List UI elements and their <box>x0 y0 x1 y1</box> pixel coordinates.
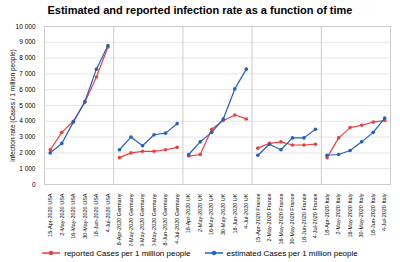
svg-text:2-May-2020 France: 2-May-2020 France <box>266 194 272 242</box>
svg-text:4-Jul-2020 USA: 4-Jul-2020 USA <box>105 193 111 232</box>
svg-text:9 000: 9 000 <box>19 38 36 45</box>
svg-text:2-May-2020 Germany: 2-May-2020 Germany <box>128 193 134 246</box>
svg-text:30-May-2020 Germany: 30-May-2020 Germany <box>151 193 157 246</box>
svg-text:2-May-2020 UK: 2-May-2020 UK <box>197 193 203 232</box>
svg-text:16-May-2020 France: 16-May-2020 France <box>278 194 284 245</box>
svg-text:30-May-2020 UK: 30-May-2020 UK <box>220 193 226 235</box>
svg-text:16-May-2020 Germany: 16-May-2020 Germany <box>139 193 145 246</box>
svg-text:10 000: 10 000 <box>16 23 36 30</box>
svg-text:2-May-2020 Italy: 2-May-2020 Italy <box>335 193 341 234</box>
svg-text:18-Jun-2020 USA: 18-Jun-2020 USA <box>93 193 99 237</box>
svg-text:30-May-2020 Italy: 30-May-2020 Italy <box>358 193 364 237</box>
svg-text:16-May-2020 USA: 16-May-2020 USA <box>70 193 76 239</box>
svg-text:16-May-2020 UK: 16-May-2020 UK <box>208 193 214 235</box>
svg-text:infection rate (Cases / 1 mill: infection rate (Cases / 1 million people… <box>9 49 17 161</box>
svg-text:1 000: 1 000 <box>19 165 36 172</box>
svg-text:7 000: 7 000 <box>19 70 36 77</box>
svg-text:5 000: 5 000 <box>19 102 36 109</box>
svg-text:30-May-2020 USA: 30-May-2020 USA <box>82 193 88 239</box>
svg-text:3 000: 3 000 <box>19 133 36 140</box>
svg-text:30-May-2020 France: 30-May-2020 France <box>289 194 295 245</box>
svg-text:4-Jul-2020 Germany: 4-Jul-2020 Germany <box>174 193 180 243</box>
svg-text:6 000: 6 000 <box>19 86 36 93</box>
svg-text:18-Jun-2020 Italy: 18-Jun-2020 Italy <box>370 193 376 236</box>
svg-text:15-Apr-2020 USA: 15-Apr-2020 USA <box>47 193 53 237</box>
svg-text:18-Apr-2020 Germany: 18-Apr-2020 Germany <box>116 193 122 246</box>
svg-text:18-Apr-2020 Italy: 18-Apr-2020 Italy <box>324 193 330 235</box>
svg-text:8 000: 8 000 <box>19 54 36 61</box>
svg-text:2 000: 2 000 <box>19 149 36 156</box>
svg-text:16-May-2020 Italy: 16-May-2020 Italy <box>347 193 353 237</box>
svg-text:18-Apr-2020 UK: 18-Apr-2020 UK <box>185 193 191 233</box>
html-text:estimated Cases per 1 million: estimated Cases per 1 million people <box>226 248 358 258</box>
svg-text:4 000: 4 000 <box>19 117 36 124</box>
svg-text:0: 0 <box>32 181 36 188</box>
svg-text:18-Jun-2020 France: 18-Jun-2020 France <box>301 194 307 244</box>
svg-text:4-Jul-2020 UK: 4-Jul-2020 UK <box>243 193 249 228</box>
svg-text:2-May-2020 USA: 2-May-2020 USA <box>59 193 65 236</box>
svg-text:4-Jul-2020 France: 4-Jul-2020 France <box>312 194 318 239</box>
svg-text:15-Apr-2020 France: 15-Apr-2020 France <box>255 194 261 243</box>
svg-text:18-Jun-2020 UK: 18-Jun-2020 UK <box>232 193 238 233</box>
html-text:reported Cases per 1 million p: reported Cases per 1 million people <box>64 248 191 258</box>
html-text:Estimated and reported infecti: Estimated and reported infection rate as… <box>47 4 353 16</box>
svg-text:4-Jul-2020 Italy: 4-Jul-2020 Italy <box>381 193 387 231</box>
svg-text:18-Jun-2020 Germany: 18-Jun-2020 Germany <box>162 193 168 246</box>
